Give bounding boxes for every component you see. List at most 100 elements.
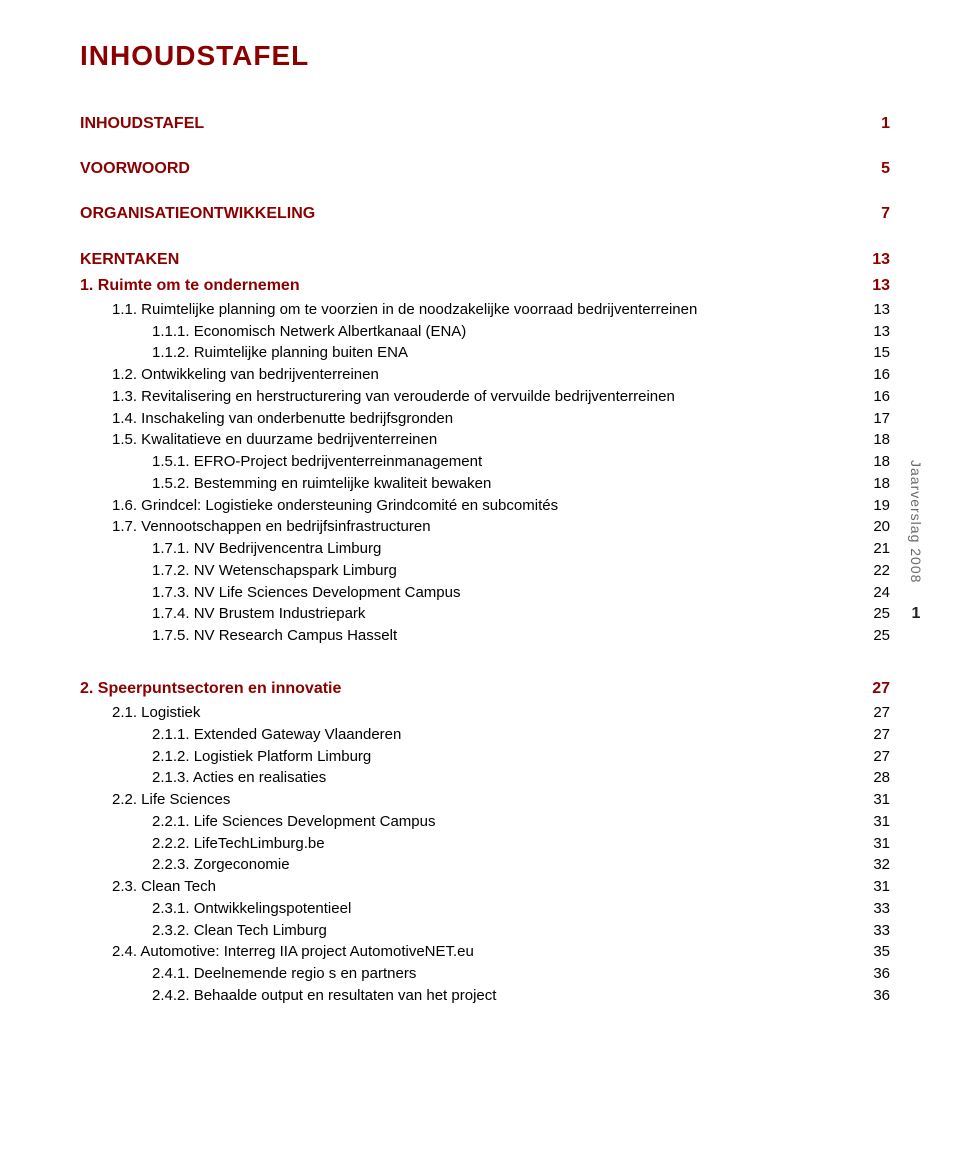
toc-entry-page: 36 xyxy=(873,985,890,1007)
page-title: INHOUDSTAFEL xyxy=(80,40,890,72)
toc-container: INHOUDSTAFEL1 VOORWOORD 5 ORGANISATIEONTWIK… xyxy=(80,112,890,1007)
toc-entry: 2.1.1. Extended Gateway Vlaanderen 27 xyxy=(80,724,890,746)
toc-entry-label: 2.1.1. Extended Gateway Vlaanderen xyxy=(152,724,401,746)
toc-entry-label: 2. Speerpuntsectoren en innovatie xyxy=(80,677,341,700)
toc-entry-label: 2.1.2. Logistiek Platform Limburg xyxy=(152,746,371,768)
toc-entry-page: 7 xyxy=(881,202,890,225)
toc-entry: 2.2.3. Zorgeconomie 32 xyxy=(80,854,890,876)
toc-entry-label: 1.5.2. Bestemming en ruimtelijke kwalite… xyxy=(152,473,491,495)
toc-entry-label: 2.2.3. Zorgeconomie xyxy=(152,854,290,876)
toc-entry-page: 13 xyxy=(872,274,890,297)
toc-entry-label: 1.1. Ruimtelijke planning om te voorzien… xyxy=(112,299,697,321)
toc-entry-page: 16 xyxy=(873,364,890,386)
toc-entry-page: 13 xyxy=(873,321,890,343)
toc-entry-label: 1.7.4. NV Brustem Industriepark xyxy=(152,603,365,625)
toc-entry-page: 27 xyxy=(873,724,890,746)
toc-entry-page: 18 xyxy=(873,429,890,451)
toc-entry-label: 2.2.2. LifeTechLimburg.be xyxy=(152,833,325,855)
toc-entry: 1.7. Vennootschappen en bedrijfsinfrastr… xyxy=(80,516,890,538)
toc-entry: INHOUDSTAFEL1 xyxy=(80,112,890,135)
toc-entry: 1.1. Ruimtelijke planning om te voorzien… xyxy=(80,299,890,321)
toc-entry-page: 33 xyxy=(873,898,890,920)
toc-entry-page: 36 xyxy=(873,963,890,985)
toc-entry-page: 31 xyxy=(873,789,890,811)
toc-entry: 2.4.1. Deelnemende regio s en partners 36 xyxy=(80,963,890,985)
toc-entry: KERNTAKEN 13 xyxy=(80,248,890,271)
toc-entry: 2.3. Clean Tech 31 xyxy=(80,876,890,898)
toc-entry-label: 1.1.2. Ruimtelijke planning buiten ENA xyxy=(152,342,408,364)
toc-entry: 1.7.2. NV Wetenschapspark Limburg 22 xyxy=(80,560,890,582)
toc-entry-label: 1.5.1. EFRO-Project bedrijventerreinmana… xyxy=(152,451,482,473)
toc-entry: 2.3.1. Ontwikkelingspotentieel 33 xyxy=(80,898,890,920)
toc-entry: 2.1.3. Acties en realisaties 28 xyxy=(80,767,890,789)
toc-entry: VOORWOORD 5 xyxy=(80,157,890,180)
toc-entry-label: 1.2. Ontwikkeling van bedrijventerreinen xyxy=(112,364,379,386)
toc-entry-label: 2.2.1. Life Sciences Development Campus xyxy=(152,811,435,833)
toc-entry: 2.4. Automotive: Interreg IIA project Au… xyxy=(80,941,890,963)
toc-entry-page: 5 xyxy=(881,157,890,180)
toc-entry: 1.7.3. NV Life Sciences Development Camp… xyxy=(80,582,890,604)
toc-entry-page: 27 xyxy=(873,746,890,768)
toc-entry: 1.6. Grindcel: Logistieke ondersteuning … xyxy=(80,495,890,517)
toc-entry-page: 31 xyxy=(873,833,890,855)
toc-entry: 1.2. Ontwikkeling van bedrijventerreinen… xyxy=(80,364,890,386)
toc-entry: 2.2.2. LifeTechLimburg.be 31 xyxy=(80,833,890,855)
toc-entry-page: 22 xyxy=(873,560,890,582)
toc-entry-label: 1.6. Grindcel: Logistieke ondersteuning … xyxy=(112,495,558,517)
toc-entry-label: 1.7.2. NV Wetenschapspark Limburg xyxy=(152,560,397,582)
toc-entry-page: 20 xyxy=(873,516,890,538)
toc-entry-label: 2.1.3. Acties en realisaties xyxy=(152,767,326,789)
sidebar-vertical-label: Jaarverslag 2008 xyxy=(908,460,924,583)
toc-entry-page: 32 xyxy=(873,854,890,876)
toc-entry-page: 18 xyxy=(873,451,890,473)
toc-entry: 1.5. Kwalitatieve en duurzame bedrijvent… xyxy=(80,429,890,451)
toc-entry-label: ORGANISATIEONTWIKKELING xyxy=(80,202,315,225)
toc-entry: 2.1.2. Logistiek Platform Limburg 27 xyxy=(80,746,890,768)
toc-entry-page: 15 xyxy=(873,342,890,364)
toc-entry-label: 2.2. Life Sciences xyxy=(112,789,230,811)
toc-entry: ORGANISATIEONTWIKKELING 7 xyxy=(80,202,890,225)
toc-entry-page: 27 xyxy=(872,677,890,700)
toc-entry-page: 24 xyxy=(873,582,890,604)
toc-entry-label: 1.7.1. NV Bedrijvencentra Limburg xyxy=(152,538,381,560)
toc-entry: 1.4. Inschakeling van onderbenutte bedri… xyxy=(80,408,890,430)
toc-entry-label: 1.7.3. NV Life Sciences Development Camp… xyxy=(152,582,461,604)
toc-entry-page: 25 xyxy=(873,603,890,625)
toc-entry-label: 2.3.1. Ontwikkelingspotentieel xyxy=(152,898,351,920)
toc-entry-label: 1.1.1. Economisch Netwerk Albertkanaal (… xyxy=(152,321,466,343)
toc-entry-page: 16 xyxy=(873,386,890,408)
toc-entry-page: 13 xyxy=(872,248,890,271)
toc-entry-label: VOORWOORD xyxy=(80,157,190,180)
toc-entry-label: KERNTAKEN xyxy=(80,248,179,271)
toc-entry-page: 31 xyxy=(873,811,890,833)
toc-entry-page: 25 xyxy=(873,625,890,647)
toc-entry-page: 27 xyxy=(873,702,890,724)
toc-entry: 1.5.1. EFRO-Project bedrijventerreinmana… xyxy=(80,451,890,473)
toc-entry-page: 28 xyxy=(873,767,890,789)
toc-entry-page: 19 xyxy=(873,495,890,517)
toc-entry: 1.7.4. NV Brustem Industriepark 25 xyxy=(80,603,890,625)
toc-entry: 1.7.1. NV Bedrijvencentra Limburg 21 xyxy=(80,538,890,560)
toc-entry-label: INHOUDSTAFEL xyxy=(80,112,204,135)
toc-entry-label: 1.4. Inschakeling van onderbenutte bedri… xyxy=(112,408,453,430)
toc-entry-label: 1.7. Vennootschappen en bedrijfsinfrastr… xyxy=(112,516,431,538)
toc-entry-label: 2.4.1. Deelnemende regio s en partners xyxy=(152,963,416,985)
toc-entry-page: 21 xyxy=(873,538,890,560)
toc-entry: 2.1. Logistiek27 xyxy=(80,702,890,724)
toc-entry-page: 17 xyxy=(873,408,890,430)
toc-entry: 1.3. Revitalisering en herstructurering … xyxy=(80,386,890,408)
toc-entry-label: 1.5. Kwalitatieve en duurzame bedrijvent… xyxy=(112,429,437,451)
toc-entry-label: 1.7.5. NV Research Campus Hasselt xyxy=(152,625,397,647)
toc-entry-label: 2.3. Clean Tech xyxy=(112,876,216,898)
toc-entry: 2.4.2. Behaalde output en resultaten van… xyxy=(80,985,890,1007)
toc-entry-page: 31 xyxy=(873,876,890,898)
toc-entry-label: 1.3. Revitalisering en herstructurering … xyxy=(112,386,675,408)
toc-entry: 2.2.1. Life Sciences Development Campus 3… xyxy=(80,811,890,833)
toc-entry: 2.3.2. Clean Tech Limburg33 xyxy=(80,920,890,942)
toc-entry: 1.1.2. Ruimtelijke planning buiten ENA 15 xyxy=(80,342,890,364)
toc-entry-label: 2.4. Automotive: Interreg IIA project Au… xyxy=(112,941,474,963)
toc-entry-page: 33 xyxy=(873,920,890,942)
toc-entry-page: 18 xyxy=(873,473,890,495)
toc-entry: 1.1.1. Economisch Netwerk Albertkanaal (… xyxy=(80,321,890,343)
sidebar-page-number: 1 xyxy=(912,605,921,623)
